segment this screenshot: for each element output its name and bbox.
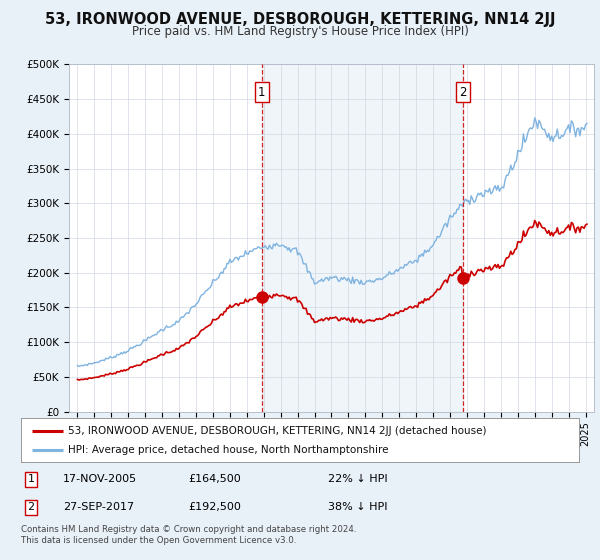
Text: 1: 1 [258, 86, 265, 99]
Text: 2: 2 [28, 502, 35, 512]
Text: £192,500: £192,500 [188, 502, 241, 512]
Text: Contains HM Land Registry data © Crown copyright and database right 2024.
This d: Contains HM Land Registry data © Crown c… [21, 525, 356, 545]
Text: £164,500: £164,500 [188, 474, 241, 484]
Text: 1: 1 [28, 474, 35, 484]
Bar [262, 64, 463, 412]
Text: 38% ↓ HPI: 38% ↓ HPI [328, 502, 388, 512]
Text: 2: 2 [459, 86, 466, 99]
Text: 53, IRONWOOD AVENUE, DESBOROUGH, KETTERING, NN14 2JJ (detached house): 53, IRONWOOD AVENUE, DESBOROUGH, KETTERI… [68, 426, 487, 436]
Text: Price paid vs. HM Land Registry's House Price Index (HPI): Price paid vs. HM Land Registry's House … [131, 25, 469, 38]
Text: 53, IRONWOOD AVENUE, DESBOROUGH, KETTERING, NN14 2JJ: 53, IRONWOOD AVENUE, DESBOROUGH, KETTERI… [45, 12, 555, 27]
Text: 17-NOV-2005: 17-NOV-2005 [63, 474, 137, 484]
Text: 27-SEP-2017: 27-SEP-2017 [63, 502, 134, 512]
Text: 22% ↓ HPI: 22% ↓ HPI [328, 474, 388, 484]
Text: HPI: Average price, detached house, North Northamptonshire: HPI: Average price, detached house, Nort… [68, 445, 389, 455]
